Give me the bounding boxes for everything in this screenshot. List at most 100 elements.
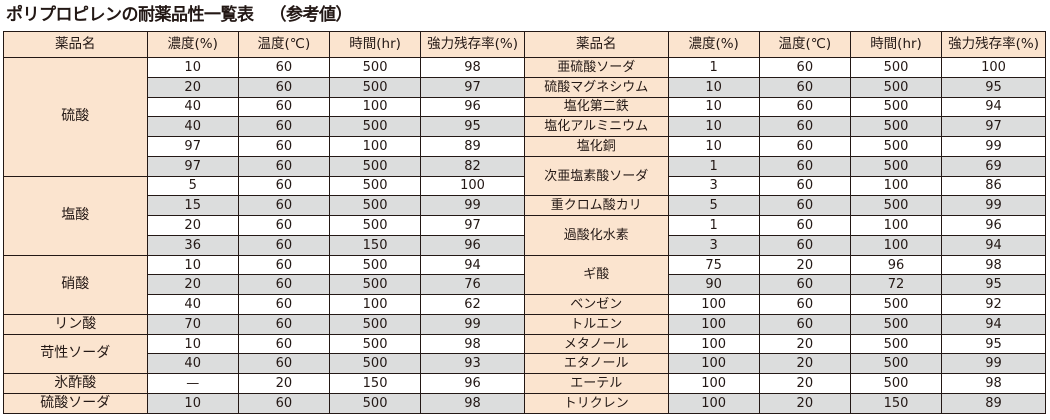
retention-cell: 99 (941, 136, 1046, 157)
table-row: 苛性ソーダ 10 60 500 98 メタノール 100 20 500 95 (3, 333, 1046, 375)
temperature-cell: 60 (237, 353, 330, 375)
chemical-name-cell: 苛性ソーダ (3, 333, 148, 375)
chemical-name-cell: トルエン (523, 313, 669, 335)
temperature-cell: 60 (758, 195, 851, 217)
chemical-name-cell: 亜硫酸ソーダ (523, 57, 669, 78)
retention-cell: 98 (941, 373, 1046, 395)
concentration-cell: 5 (667, 195, 760, 217)
time-cell: 500 (328, 274, 422, 296)
temperature-cell: 60 (237, 57, 330, 78)
concentration-cell: 40 (146, 96, 239, 118)
retention-cell: 99 (941, 195, 1046, 217)
time-cell: 500 (328, 195, 422, 217)
concentration-cell: 97 (146, 136, 239, 157)
concentration-cell: 10 (667, 76, 760, 98)
concentration-cell: 40 (146, 294, 239, 315)
temperature-cell: 60 (237, 96, 330, 118)
chemical-name-cell: 硫酸ソーダ (3, 393, 148, 414)
table-row: 20 60 500 97 硫酸マグネシウム 10 60 500 95 (4, 76, 1046, 98)
retention-cell: 69 (941, 155, 1046, 177)
header-concentration: 濃度(%) (667, 31, 760, 58)
time-cell: 100 (849, 175, 943, 197)
retention-cell: 96 (420, 234, 525, 256)
chemical-resistance-table: 薬品名 濃度(%) 温度(℃) 時間(hr) 強力残存率(%) 薬品名 濃度(%… (3, 31, 1046, 414)
temperature-cell: 60 (758, 136, 851, 157)
time-cell: 100 (849, 234, 943, 256)
time-cell: 500 (328, 57, 422, 78)
concentration-cell: — (146, 373, 239, 395)
chemical-name-cell: 過酸化水素 (523, 215, 669, 256)
concentration-cell: 3 (667, 175, 760, 197)
temperature-cell: 60 (237, 136, 330, 157)
time-cell: 500 (849, 333, 943, 355)
temperature-cell: 60 (758, 294, 851, 315)
concentration-cell: 10 (146, 393, 239, 414)
table-row: 硫酸 10 60 500 98 亜硫酸ソーダ 1 60 500 100 (3, 57, 1046, 177)
header-time: 時間(hr) (328, 31, 422, 58)
chemical-name-cell: 硫酸マグネシウム (523, 76, 669, 98)
header-row: 薬品名 濃度(%) 温度(℃) 時間(hr) 強力残存率(%) 薬品名 濃度(%… (3, 31, 1046, 58)
retention-cell: 97 (941, 116, 1046, 138)
retention-cell: 100 (941, 57, 1046, 78)
header-temperature: 温度(℃) (758, 31, 851, 58)
retention-cell: 95 (941, 76, 1046, 98)
concentration-cell: 20 (146, 215, 239, 236)
temperature-cell: 60 (758, 215, 851, 236)
retention-cell: 98 (941, 254, 1046, 276)
temperature-cell: 60 (758, 175, 851, 197)
temperature-cell: 60 (237, 274, 330, 296)
chemical-name-cell: エタノール (523, 353, 669, 375)
time-cell: 500 (849, 313, 943, 335)
temperature-cell: 60 (758, 76, 851, 98)
retention-cell: 99 (420, 313, 525, 335)
time-cell: 500 (849, 136, 943, 157)
temperature-cell: 60 (758, 96, 851, 118)
chemical-name-cell: 塩酸 (3, 175, 148, 256)
concentration-cell: 100 (667, 353, 760, 375)
concentration-cell: 10 (667, 96, 760, 118)
chemical-name-cell: メタノール (523, 333, 669, 355)
table-row: 硫酸ソーダ 10 60 500 98 トリクレン 100 20 150 89 (3, 393, 1046, 414)
concentration-cell: 20 (146, 274, 239, 296)
temperature-cell: 60 (758, 313, 851, 335)
header-temperature: 温度(℃) (237, 31, 330, 58)
concentration-cell: 10 (146, 333, 239, 355)
time-cell: 150 (328, 234, 422, 256)
chemical-name-cell: 塩化第二鉄 (523, 96, 669, 118)
table-row: 97 60 100 89 塩化銅 10 60 500 99 (4, 136, 1046, 157)
table-row: 40 60 100 62 ベンゼン 100 60 500 92 (4, 294, 1046, 315)
time-cell: 500 (328, 254, 422, 276)
retention-cell: 82 (420, 155, 525, 177)
retention-cell: 62 (420, 294, 525, 315)
temperature-cell: 60 (237, 76, 330, 98)
retention-cell: 86 (941, 175, 1046, 197)
concentration-cell: 10 (667, 116, 760, 138)
temperature-cell: 60 (237, 215, 330, 236)
temperature-cell: 60 (237, 254, 330, 276)
page-title: ポリプロピレンの耐薬品性一覧表 （参考値） (6, 3, 352, 27)
retention-cell: 100 (420, 175, 525, 197)
retention-cell: 93 (420, 353, 525, 375)
concentration-cell: 100 (667, 313, 760, 335)
time-cell: 500 (849, 294, 943, 315)
temperature-cell: 60 (237, 294, 330, 315)
concentration-cell: 10 (146, 57, 239, 78)
chemical-name-cell: リン酸 (3, 313, 148, 335)
table-row: 硝酸 10 60 500 94 ギ酸 75 20 96 98 (3, 254, 1046, 315)
chemical-name-cell: 重クロム酸カリ (523, 195, 669, 217)
table-row: 15 60 500 99 重クロム酸カリ 5 60 500 99 (4, 195, 1046, 217)
chemical-name-cell: ベンゼン (523, 294, 669, 315)
retention-cell: 89 (420, 136, 525, 157)
time-cell: 150 (849, 393, 943, 414)
concentration-cell: 97 (146, 155, 239, 177)
table-row: リン酸 70 60 500 99 トルエン 100 60 500 94 (3, 313, 1046, 335)
header-chemical-name: 薬品名 (3, 31, 148, 58)
temperature-cell: 20 (758, 373, 851, 395)
temperature-cell: 60 (237, 175, 330, 197)
concentration-cell: 36 (146, 234, 239, 256)
time-cell: 100 (328, 136, 422, 157)
retention-cell: 96 (420, 96, 525, 118)
concentration-cell: 20 (146, 76, 239, 98)
temperature-cell: 20 (758, 393, 851, 414)
concentration-cell: 3 (667, 234, 760, 256)
